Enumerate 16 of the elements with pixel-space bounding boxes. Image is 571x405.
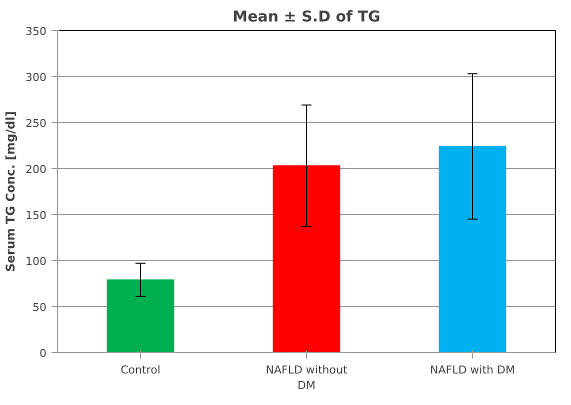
x-tick-label: NAFLD without DM (266, 364, 348, 392)
y-tick-label: 300 (26, 71, 47, 84)
y-tick-label: 150 (26, 209, 47, 222)
bar (272, 165, 340, 352)
y-tick-label: 100 (26, 255, 47, 268)
x-tick-label: Control (120, 364, 160, 376)
y-tick-label: 200 (26, 163, 47, 176)
y-tick-label: 0 (40, 347, 46, 360)
bar (438, 146, 506, 352)
y-tick-label: 250 (26, 117, 47, 130)
bar (106, 279, 174, 352)
chart-title: Mean ± S.D of TG (232, 8, 380, 26)
y-tick-label: 350 (26, 25, 47, 38)
y-axis-title: Serum TG Conc. [mg/dl] (4, 111, 18, 272)
x-tick-label: NAFLD with DM (430, 364, 515, 376)
y-tick-label: 50 (32, 301, 47, 314)
